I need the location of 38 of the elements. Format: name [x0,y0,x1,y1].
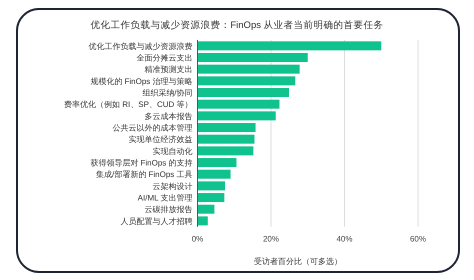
bar [198,88,290,98]
x-tick-label: 20% [262,234,280,244]
y-tick-label: 多云成本报告 [144,112,192,121]
y-tick-label: 集成/部署新的 FinOps 工具 [96,170,192,180]
y-tick-label: 实现单位经济效益 [128,135,192,144]
y-tick-label: 费率优化（例如 RI、SP、CUD 等） [64,100,192,110]
x-axis-title: 受访者百分比（可多选） [254,257,342,266]
bar [198,41,382,50]
y-tick-label: 人员配置与人才招聘 [120,216,192,226]
bar [198,146,254,156]
bar [198,123,256,132]
y-tick-label: 云架构设计 [152,182,192,191]
bar [198,64,300,74]
bar [198,170,231,179]
y-tick-label: AI/ML 支出管理 [138,194,192,203]
y-tick-label: 优化工作负载与减少资源浪费 [88,42,192,51]
bar [198,204,214,214]
y-tick-label: 精准预测支出 [144,65,192,74]
bar [198,53,308,62]
y-tick-label: 规模化的 FinOps 治理与策略 [90,76,192,86]
bar [198,216,208,226]
x-tick-label: 0% [192,234,204,244]
bar [198,100,280,109]
bar [198,134,254,144]
chart-title: 优化工作负载与减少资源浪费：FinOps 从业者当前明确的首要任务 [90,19,384,31]
bar [198,158,236,168]
y-tick-label: 云碳排放报告 [144,205,192,214]
bar [198,111,276,120]
y-tick-label: 实现自动化 [152,146,192,156]
y-tick-label: 获得领导层对 FinOps 的支持 [90,158,192,168]
y-tick-label: 全面分摊云支出 [136,54,192,63]
bar [198,76,296,86]
y-tick-label: 组织采纳/协同 [142,88,192,98]
x-tick-label: 40% [336,234,353,244]
bar [198,181,226,190]
y-tick-label: 公共云以外的成本管理 [112,124,192,133]
bar [198,193,224,202]
x-tick-label: 60% [410,234,426,244]
